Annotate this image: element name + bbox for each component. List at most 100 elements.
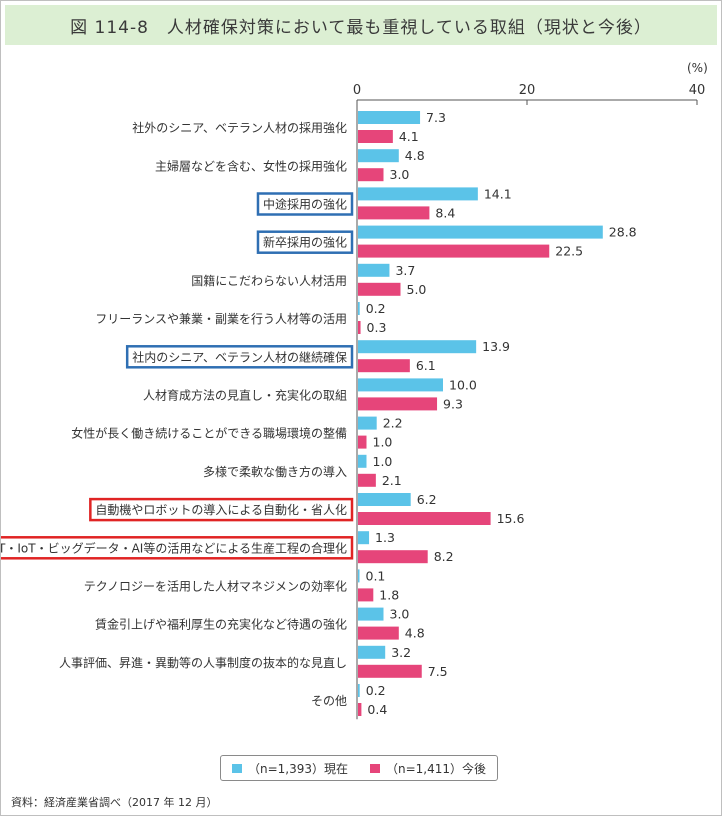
- x-tick-label: 40: [689, 83, 706, 98]
- unit-label: (%): [687, 61, 708, 75]
- legend-swatch-future: [370, 763, 380, 773]
- value-label-current: 3.0: [390, 607, 410, 622]
- figure-title: 図 114-8 人材確保対策において最も重視している取組（現状と今後）: [5, 5, 717, 45]
- highlight-box-red: [1, 536, 354, 560]
- bar-current: [358, 531, 370, 545]
- value-label-current: 0.1: [366, 568, 386, 583]
- bar-current: [358, 454, 367, 468]
- highlight-box-blue: [125, 345, 354, 369]
- value-label-future: 8.4: [435, 205, 455, 220]
- value-label-current: 6.2: [417, 492, 437, 507]
- category-label: その他: [311, 694, 347, 708]
- bar-future: [358, 244, 550, 258]
- category-label: 人材育成方法の見直し・充実化の取組: [143, 388, 347, 403]
- value-label-future: 4.1: [399, 129, 419, 144]
- x-tick-label: 0: [353, 83, 361, 98]
- source-note: 資料：経済産業省調べ（2017 年 12 月）: [11, 796, 218, 809]
- highlight-box-red: [89, 497, 354, 522]
- value-label-future: 8.2: [434, 549, 454, 564]
- legend-swatch-current: [231, 763, 242, 773]
- bar-future: [358, 664, 422, 678]
- category-label: 社外のシニア、ベテラン人材の採用強化: [132, 120, 347, 135]
- category-label: 賃金引上げや福利厚生の充実化など待遇の強化: [95, 617, 347, 632]
- bar-future: [358, 168, 384, 182]
- x-tick-label: 20: [519, 83, 536, 98]
- value-label-future: 6.1: [416, 358, 436, 373]
- category-label: IT・IoT・ビッグデータ・AI等の活用などによる生産工程の合理化: [1, 540, 347, 555]
- highlight-box-blue: [256, 192, 354, 216]
- category-label: 人事評価、昇進・異動等の人事制度の抜本的な見直し: [59, 655, 347, 670]
- legend-label-current: （n=1,393）現在: [247, 761, 348, 776]
- bar-future: [358, 703, 362, 716]
- value-label-current: 0.2: [366, 301, 386, 316]
- value-label-current: 28.8: [609, 225, 637, 240]
- bar-future: [358, 626, 399, 640]
- category-label: 新卒採用の強化: [263, 235, 347, 250]
- value-label-current: 1.0: [373, 454, 393, 469]
- bar-future: [358, 588, 374, 602]
- bar-current: [358, 569, 360, 583]
- value-label-future: 15.6: [497, 511, 525, 526]
- bar-future: [358, 282, 401, 296]
- legend-label-future: （n=1,411）今後: [386, 761, 487, 776]
- bar-future: [358, 435, 367, 449]
- value-label-future: 4.8: [405, 626, 425, 641]
- bar-current: [358, 149, 399, 163]
- category-label: 自動機やロボットの導入による自動化・省人化: [95, 502, 347, 517]
- highlight-box-blue: [256, 230, 354, 254]
- category-label: フリーランスや兼業・副業を行う人材等の活用: [95, 312, 347, 326]
- bar-future: [358, 359, 410, 373]
- value-label-current: 0.2: [366, 683, 386, 698]
- bar-future: [358, 512, 491, 525]
- bar-current: [358, 607, 384, 621]
- bar-current: [358, 302, 360, 315]
- value-label-future: 0.3: [367, 320, 387, 335]
- bar-current: [358, 684, 360, 697]
- value-label-future: 22.5: [555, 244, 583, 259]
- bar-current: [358, 378, 443, 392]
- legend-item-future: （n=1,411）今後: [370, 760, 486, 777]
- value-label-current: 7.3: [426, 110, 446, 125]
- category-label: 多様で柔軟な働き方の導入: [203, 464, 347, 479]
- value-label-future: 1.0: [373, 435, 393, 450]
- bar-current: [358, 225, 603, 239]
- bar-current: [358, 493, 411, 506]
- category-label: テクノロジーを活用した人材マネジメンの効率化: [84, 579, 347, 594]
- value-label-current: 14.1: [484, 186, 512, 201]
- value-label-future: 9.3: [443, 396, 463, 411]
- value-label-current: 2.2: [383, 416, 403, 431]
- bar-future: [358, 550, 428, 564]
- category-label: 女性が長く働き続けることができる職場環境の整備: [71, 426, 347, 441]
- legend-item-current: （n=1,393）現在: [231, 760, 348, 777]
- bar-future: [358, 130, 393, 143]
- category-label: 主婦層などを含む、女性の採用強化: [155, 158, 347, 173]
- category-label: 社内のシニア、ベテラン人材の継続確保: [132, 349, 347, 364]
- value-label-current: 1.3: [375, 530, 395, 545]
- bar-current: [358, 416, 377, 430]
- bar-future: [358, 321, 361, 334]
- bar-current: [358, 340, 477, 354]
- value-label-current: 3.2: [391, 645, 411, 660]
- value-label-future: 0.4: [367, 702, 387, 717]
- legend: （n=1,393）現在 （n=1,411）今後: [220, 755, 498, 781]
- bar-future: [358, 397, 438, 411]
- value-label-current: 10.0: [449, 377, 477, 392]
- bar-current: [358, 645, 386, 659]
- bar-future: [358, 473, 376, 487]
- value-label-future: 1.8: [379, 587, 399, 602]
- value-label-future: 7.5: [428, 664, 448, 679]
- bar-future: [358, 206, 430, 220]
- bar-current: [358, 111, 421, 124]
- bar-current: [358, 187, 478, 201]
- category-label: 国籍にこだわらない人材活用: [191, 273, 347, 288]
- value-label-future: 2.1: [382, 473, 402, 488]
- value-label-future: 5.0: [407, 282, 427, 297]
- value-label-current: 4.8: [405, 148, 425, 163]
- value-label-current: 13.9: [482, 339, 510, 354]
- bar-current: [358, 263, 390, 277]
- value-label-current: 3.7: [395, 263, 415, 278]
- value-label-future: 3.0: [390, 167, 410, 182]
- category-label: 中途採用の強化: [263, 197, 347, 212]
